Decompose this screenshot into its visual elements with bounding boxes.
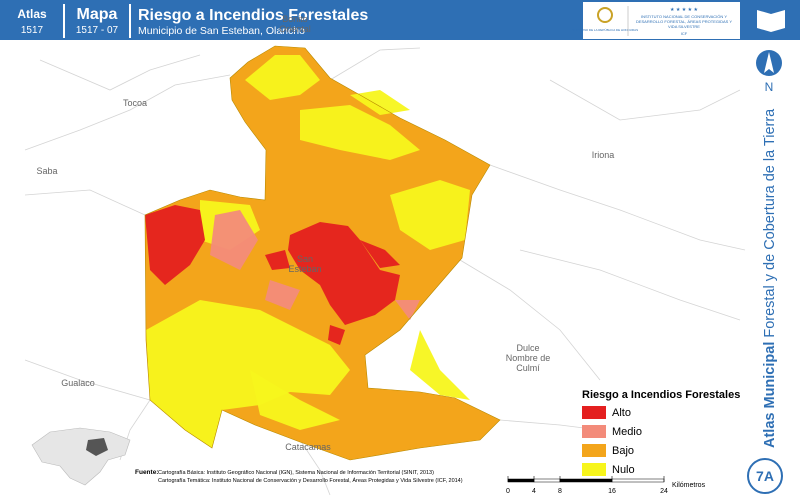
scale-segment <box>507 478 535 483</box>
risk-zone-nulo <box>250 370 340 430</box>
place-label: Esteban <box>288 264 321 274</box>
place-label: San <box>297 254 313 264</box>
legend-swatch <box>582 444 606 457</box>
legend-label: Medio <box>612 426 642 438</box>
risk-zone-medio <box>395 300 420 320</box>
legend-title: Riesgo a Incendios Forestales <box>582 389 740 401</box>
scale-bar: 0 4 8 16 24 <box>506 476 668 495</box>
stars: ★ ★ ★ ★ ★ <box>670 7 698 13</box>
legend-swatch <box>582 463 606 476</box>
risk-zone-nulo <box>390 180 470 250</box>
atlas-title-rest: Forestal y de Cobertura de la Tierra <box>762 108 778 338</box>
boundaries <box>24 47 746 496</box>
municipality-outline <box>144 45 501 461</box>
place-label: Catacamas <box>285 442 331 452</box>
scale-label: 0 <box>506 488 510 495</box>
atlas-vertical-title: Atlas Municipal Forestal y de Cobertura d… <box>762 108 778 448</box>
government-emblem <box>597 7 613 23</box>
risk-zone-alto <box>265 250 290 270</box>
risk-zone-medio <box>265 280 300 310</box>
institute-name: INSTITUTO NACIONAL DE CONSERVACIÓN Y DES… <box>635 14 733 29</box>
source-line: Cartografía Temática: Instituto Nacional… <box>158 477 463 484</box>
risk-zone-alto <box>145 205 205 285</box>
place-label: Dulce <box>516 343 539 353</box>
map-number: 1517 - 07 <box>76 25 119 36</box>
badge-label: 7A <box>756 468 774 484</box>
legend: Alto Medio Bajo Nulo <box>582 406 642 476</box>
institute-box: INSTITUTO NACIONAL DE CONSERVACIÓN Y DES… <box>635 14 733 29</box>
book-icon <box>757 10 785 32</box>
atlas-title-bold: Atlas Municipal <box>762 342 778 448</box>
place-label: Tocoa <box>123 98 147 108</box>
north-label: N <box>765 80 774 94</box>
legend-swatch <box>582 406 606 419</box>
place-label: Iriona <box>592 150 615 160</box>
source-label: Fuente: <box>135 469 158 476</box>
map-subtitle: Municipio de San Esteban, Olancho <box>138 25 305 37</box>
scale-segment <box>611 478 665 483</box>
badge <box>747 458 783 494</box>
place-label: Saba <box>36 166 57 176</box>
scale-segment <box>559 478 613 483</box>
scale-label: 4 <box>532 488 536 495</box>
scale-label: 16 <box>608 488 616 495</box>
risk-zone-medio <box>210 210 258 270</box>
scale-label: 8 <box>558 488 562 495</box>
risk-zone-nulo <box>245 55 320 100</box>
scale-segment <box>533 478 561 483</box>
place-label: Culmí <box>516 363 540 373</box>
risk-zone-alto <box>328 325 345 345</box>
atlas-label: Atlas <box>17 7 47 21</box>
risk-zone-nulo <box>350 90 410 115</box>
source-line: Cartografía Básica: Instituto Geográfico… <box>158 470 434 476</box>
government-name: GOBIERNO DE LA REPÚBLICA DE HONDURAS <box>572 27 638 32</box>
institute-acronym: ICF <box>681 31 688 36</box>
map-label: Mapa <box>77 6 118 23</box>
place-label: Oriental <box>279 24 311 34</box>
place-label: Bonito <box>282 14 308 24</box>
legend-label: Nulo <box>612 464 635 476</box>
risk-zone-alto <box>288 222 400 325</box>
risk-zone-nulo <box>410 330 470 400</box>
legend-label: Bajo <box>612 445 634 457</box>
legend-swatch <box>582 425 606 438</box>
legend-label: Alto <box>612 407 631 419</box>
north-arrow <box>756 50 782 76</box>
atlas-number: 1517 <box>21 25 44 36</box>
place-label: Gualaco <box>61 378 95 388</box>
map-title: Riesgo a Incendios Forestales <box>138 7 368 24</box>
risk-zone-nulo <box>146 300 350 448</box>
place-label: Nombre de <box>506 353 551 363</box>
scale-label: 24 <box>660 488 668 495</box>
risk-zone-nulo <box>300 105 420 160</box>
municipality-map <box>144 45 501 461</box>
inset-map <box>31 427 131 486</box>
risk-zone-alto <box>360 240 400 268</box>
scale-unit: Kilómetros <box>672 482 706 489</box>
